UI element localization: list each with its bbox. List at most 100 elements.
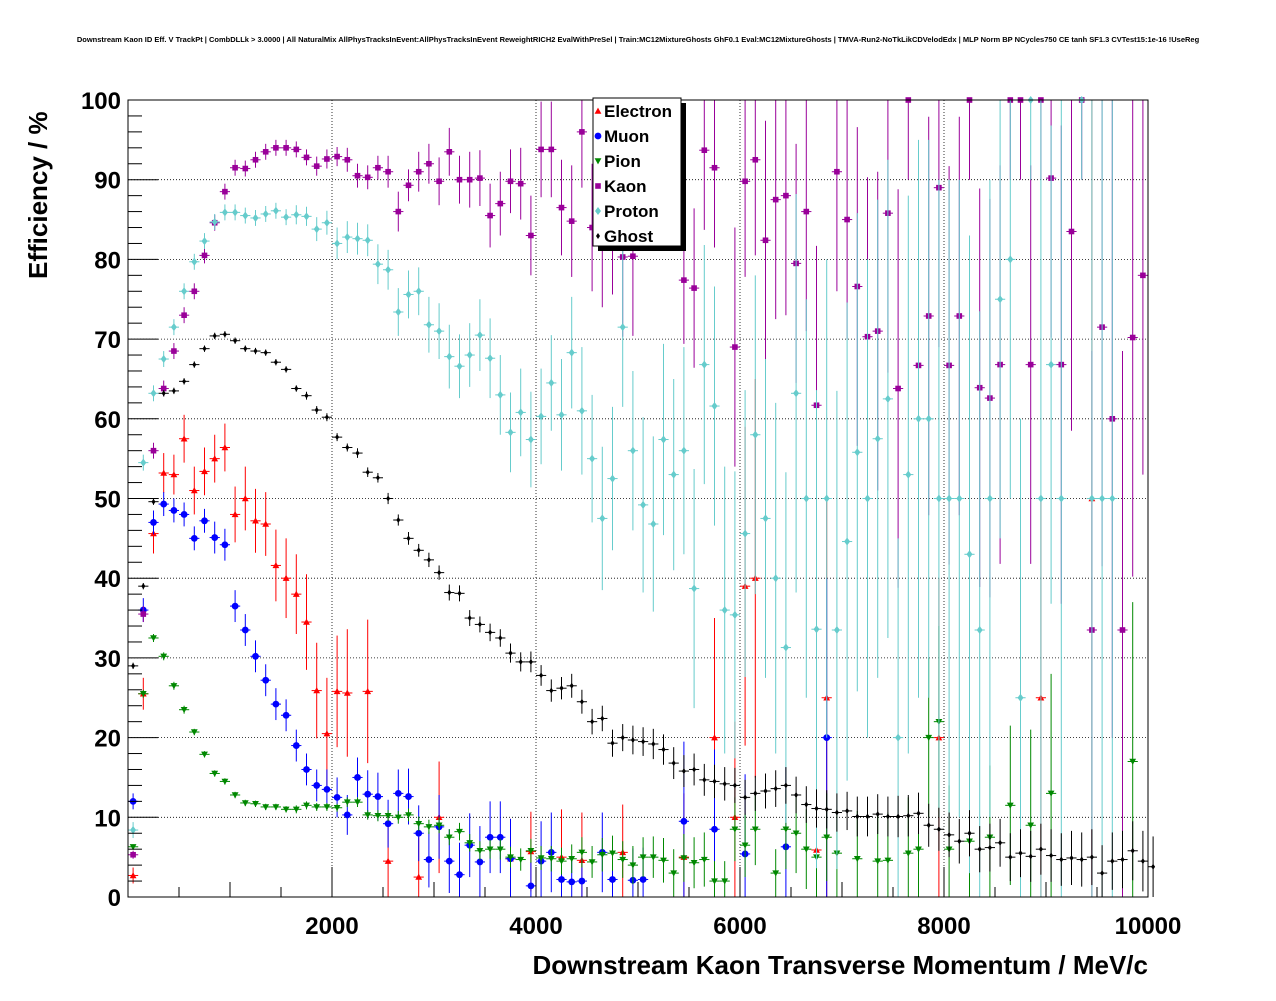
data-point-proton — [803, 494, 810, 503]
data-point-muon — [527, 882, 535, 890]
chart-title: Downstream Kaon ID Eff. V TrackPt | Comb… — [77, 35, 1200, 44]
data-point-muon — [323, 786, 331, 793]
data-point-ghost — [1028, 853, 1033, 860]
legend-label-proton: Proton — [604, 202, 659, 221]
data-point-ghost — [304, 392, 309, 399]
y-tick-label: 30 — [94, 646, 121, 673]
data-point-muon — [394, 789, 402, 797]
data-point-ghost — [651, 740, 656, 747]
legend-marker-kaon — [595, 183, 601, 189]
data-point-pion — [690, 860, 698, 867]
data-point-ghost — [437, 569, 442, 576]
axes: 2000 4000 6000 8000 10000 0 10 20 30 40 50 60 70 80 90… — [81, 88, 1181, 940]
data-point-ghost — [722, 780, 727, 787]
data-point-proton — [986, 494, 993, 503]
data-point-proton — [864, 494, 871, 503]
legend-entry-kaon: Kaon — [595, 177, 647, 196]
y-tick-label: 10 — [94, 805, 121, 832]
data-point-proton — [670, 470, 677, 479]
legend: Electron Muon Pion Kaon Proton Ghost — [592, 97, 686, 251]
data-point-proton — [497, 390, 504, 399]
data-point-kaon — [528, 232, 534, 239]
data-point-muon — [272, 700, 280, 708]
data-point-ghost — [263, 349, 268, 356]
data-point-ghost — [702, 776, 707, 783]
data-point-pion — [476, 848, 484, 855]
data-point-pion — [853, 856, 861, 863]
data-point-proton — [966, 550, 973, 559]
data-point-muon — [180, 511, 188, 518]
data-point-pion — [680, 855, 688, 862]
data-point-muon — [150, 519, 157, 526]
legend-label-ghost: Ghost — [604, 227, 653, 246]
data-point-ghost — [681, 768, 686, 775]
data-point-proton — [150, 389, 157, 398]
data-point-proton — [476, 331, 483, 340]
data-point-proton — [1017, 693, 1024, 702]
data-point-electron — [180, 435, 188, 442]
data-point-muon — [354, 774, 361, 781]
data-point-proton — [762, 514, 769, 523]
data-point-pion — [139, 691, 147, 698]
data-point-ghost — [386, 495, 391, 502]
data-point-ghost — [1100, 870, 1105, 877]
data-point-proton — [629, 446, 636, 455]
y-tick-label: 90 — [94, 168, 121, 195]
data-point-pion — [629, 862, 637, 869]
data-point-ghost — [1059, 856, 1064, 863]
data-point-pion — [343, 799, 351, 806]
data-point-proton — [436, 327, 443, 336]
data-series — [128, 96, 1156, 897]
data-point-proton — [895, 733, 902, 742]
data-point-pion — [282, 806, 290, 813]
data-point-pion — [415, 820, 423, 828]
data-point-kaon — [201, 252, 208, 259]
data-point-ghost — [671, 760, 676, 767]
data-point-ghost — [824, 806, 829, 813]
data-point-proton — [283, 213, 290, 222]
data-point-kaon — [293, 146, 300, 153]
data-point-pion — [354, 799, 361, 806]
data-point-proton — [680, 446, 687, 455]
data-point-electron — [231, 511, 239, 518]
data-point-pion — [170, 683, 178, 690]
data-point-proton — [589, 454, 596, 463]
series-ghost — [128, 331, 1156, 897]
data-point-pion — [364, 812, 372, 819]
data-point-pion — [700, 856, 708, 863]
data-point-ghost — [692, 766, 697, 773]
y-tick-label: 80 — [94, 247, 121, 274]
data-point-kaon — [752, 156, 759, 163]
data-point-proton — [405, 290, 412, 299]
data-point-kaon — [405, 182, 412, 189]
data-point-electron — [201, 468, 208, 475]
data-point-ghost — [1089, 854, 1094, 861]
data-point-pion — [619, 856, 627, 863]
legend-marker-electron — [594, 107, 602, 114]
data-point-pion — [731, 826, 739, 833]
data-point-ghost — [590, 718, 595, 725]
data-point-proton — [242, 211, 249, 220]
data-point-pion — [915, 846, 922, 853]
data-point-pion — [1006, 802, 1014, 809]
data-point-pion — [384, 812, 392, 820]
data-point-ghost — [661, 746, 666, 753]
data-point-ghost — [763, 787, 768, 794]
data-point-ghost — [375, 474, 380, 481]
data-point-muon — [578, 877, 586, 885]
data-point-pion — [394, 814, 402, 821]
data-point-electron — [190, 487, 198, 494]
data-point-electron — [313, 687, 321, 694]
data-point-ghost — [151, 498, 156, 505]
data-point-ghost — [528, 658, 533, 665]
data-point-proton — [742, 529, 749, 538]
legend-box — [592, 97, 682, 247]
data-point-muon — [252, 652, 259, 660]
data-point-pion — [1027, 822, 1035, 829]
x-tick-label: 2000 — [305, 913, 358, 940]
data-point-ghost — [906, 812, 911, 819]
data-point-proton — [1007, 255, 1014, 264]
data-point-proton — [538, 412, 545, 421]
data-point-electron — [282, 574, 290, 581]
